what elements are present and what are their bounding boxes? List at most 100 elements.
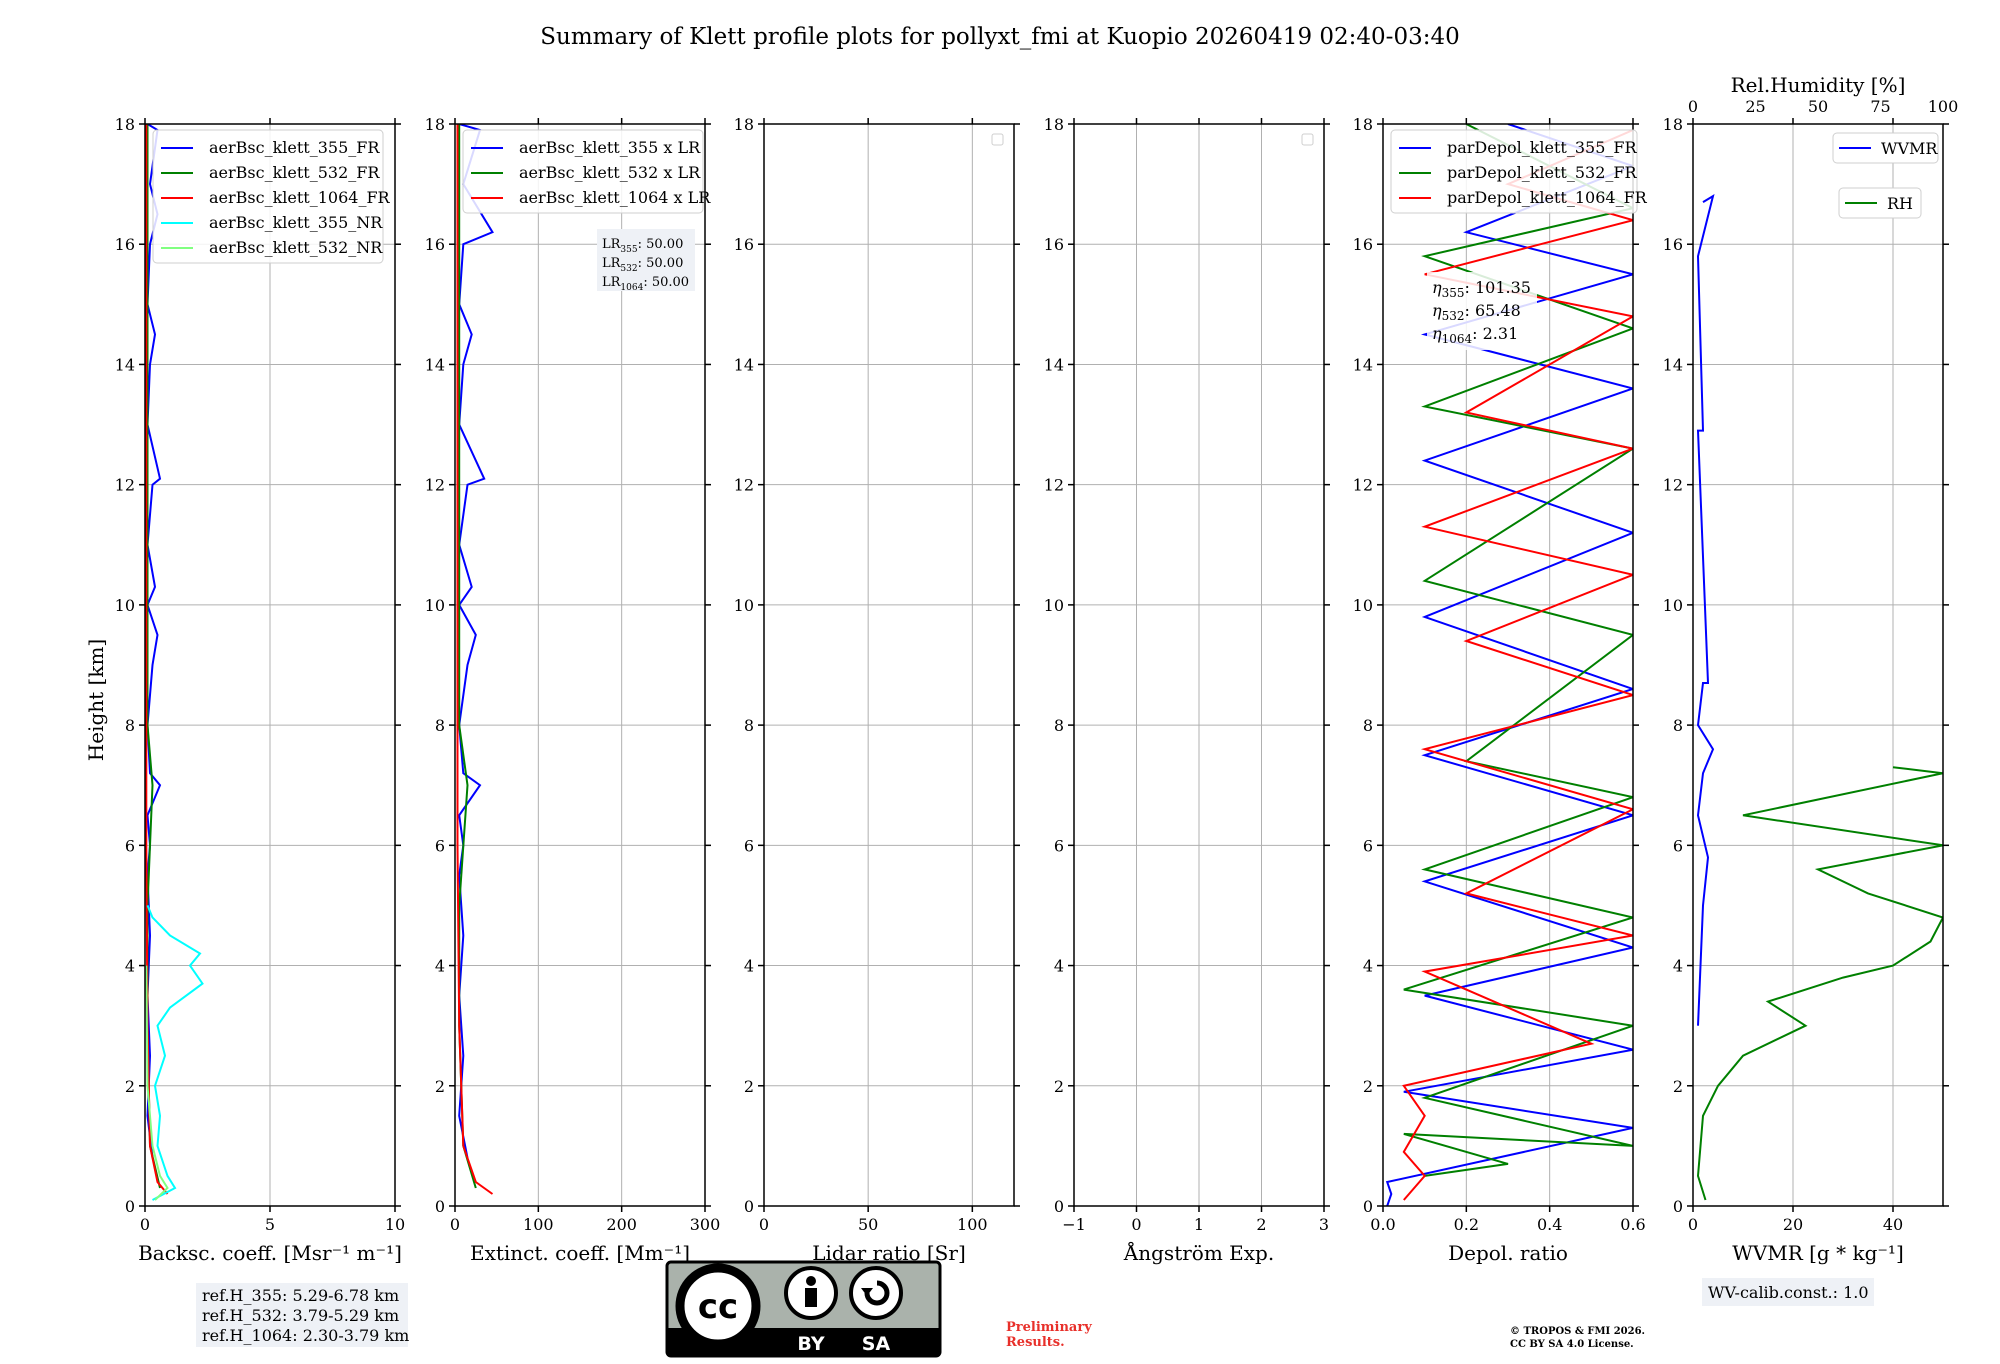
top-axis-tick-label: 75	[1870, 97, 1890, 116]
legend-label: aerBsc_klett_355 x LR	[519, 138, 701, 157]
series-line-aerBsc_klett_355_FR	[146, 124, 162, 1159]
y-axis-label: Height [km]	[84, 639, 108, 761]
empty-legend-box	[991, 133, 1004, 146]
lr-label: LR355: 50.00	[602, 237, 683, 255]
x-tick-label: 3	[1319, 1215, 1329, 1234]
y-tick-label: 8	[1363, 716, 1373, 735]
y-tick-label: 4	[1673, 957, 1683, 976]
cc-license-badge: cc BY SA	[665, 1260, 942, 1358]
x-tick-label: 50	[858, 1215, 878, 1234]
eta-label-prefix: η	[1432, 278, 1442, 297]
x-tick-label: 20	[1783, 1215, 1803, 1234]
lr-label-prefix: LR	[602, 275, 622, 290]
top-axis-tick-label: 100	[1928, 97, 1959, 116]
y-tick-label: 8	[1673, 716, 1683, 735]
eta-label-subscript: 532	[1442, 309, 1465, 323]
y-tick-label: 14	[1044, 355, 1064, 374]
series-line-WVMR	[1696, 194, 1715, 1026]
preliminary-line-1: Preliminary	[1006, 1320, 1092, 1335]
y-tick-label: 12	[115, 476, 135, 495]
y-tick-label: 0	[1054, 1197, 1064, 1216]
y-tick-label: 18	[425, 115, 445, 134]
y-tick-label: 8	[125, 716, 135, 735]
y-tick-label: 2	[1673, 1077, 1683, 1096]
y-tick-label: 2	[1363, 1077, 1373, 1096]
eta-box	[1427, 272, 1537, 350]
lr-label: LR1064: 50.00	[602, 275, 689, 293]
x-tick-label: 100	[523, 1215, 554, 1234]
wv-calib-note: WV-calib.const.: 1.0	[1702, 1278, 1874, 1306]
y-tick-label: 10	[1044, 596, 1064, 615]
legend-WVMR: WVMR	[1832, 132, 1939, 164]
x-axis-label: Backsc. coeff. [Msr⁻¹ m⁻¹]	[138, 1241, 402, 1265]
y-tick-label: 14	[1663, 355, 1683, 374]
x-tick-label: −1	[1062, 1215, 1086, 1234]
eta-label-value: : 2.31	[1472, 324, 1518, 343]
lr-label-value: : 50.00	[638, 237, 684, 252]
y-tick-label: 16	[1044, 235, 1064, 254]
top-axis-tick-label: 25	[1745, 97, 1765, 116]
series-group	[145, 124, 204, 1201]
legend-box	[1838, 187, 1922, 219]
y-tick-label: 12	[1663, 476, 1683, 495]
y-tick-label: 18	[1353, 115, 1373, 134]
sa-label: SA	[862, 1333, 891, 1355]
ref-height-1064: ref.H_1064: 2.30-3.79 km	[202, 1326, 409, 1345]
x-tick-label: 5	[265, 1215, 275, 1234]
y-tick-label: 2	[1054, 1077, 1064, 1096]
x-tick-label: 0.4	[1537, 1215, 1562, 1234]
series-group	[456, 124, 494, 1195]
y-tick-label: 4	[1363, 957, 1373, 976]
y-tick-label: 16	[425, 235, 445, 254]
lr-label-prefix: LR	[602, 256, 622, 271]
y-tick-label: 2	[435, 1077, 445, 1096]
legend-label: aerBsc_klett_1064_FR	[209, 188, 391, 207]
legend-box	[152, 129, 384, 264]
y-tick-label: 18	[1044, 115, 1064, 134]
y-tick-label: 14	[115, 355, 135, 374]
legend-box	[1390, 129, 1638, 214]
x-tick-label: 200	[606, 1215, 637, 1234]
legend-box	[1832, 132, 1939, 164]
panel-wvmr: 0 2 4 6 8 10 12 14 16 18 0 20 40 WVMR [g * kg⁻¹] 0 25 50…	[1663, 73, 1959, 1265]
legend-label: WVMR	[1881, 139, 1938, 158]
y-tick-label: 10	[1353, 596, 1373, 615]
y-tick-label: 10	[734, 596, 754, 615]
copyright-line-1: © TROPOS & FMI 2026.	[1510, 1326, 1645, 1337]
eta-label: η532: 65.48	[1432, 301, 1521, 323]
y-tick-label: 18	[734, 115, 754, 134]
series-line-aerBsc_klett_532_NR	[145, 965, 169, 1201]
axes-frame	[1382, 123, 1634, 1207]
x-tick-label: 2	[1256, 1215, 1266, 1234]
y-tick-label: 6	[125, 836, 135, 855]
lr-label-subscript: 355	[620, 245, 637, 255]
y-tick-label: 18	[115, 115, 135, 134]
x-tick-label: 1	[1194, 1215, 1204, 1234]
lr-label-subscript: 532	[620, 264, 637, 274]
legend-label: parDepol_klett_355_FR	[1447, 138, 1638, 157]
share-alike-icon	[849, 1266, 903, 1320]
eta-label: η1064: 2.31	[1432, 324, 1518, 346]
x-tick-label: 0.0	[1370, 1215, 1395, 1234]
eta-label-value: : 65.48	[1465, 301, 1521, 320]
legend-label: parDepol_klett_532_FR	[1447, 163, 1638, 182]
series-group	[1696, 194, 1943, 1201]
attribution-person-icon	[784, 1266, 838, 1320]
lr-label: LR532: 50.00	[602, 256, 683, 274]
y-tick-label: 12	[734, 476, 754, 495]
legend-label: aerBsc_klett_532_NR	[209, 238, 383, 257]
figure-title: Summary of Klett profile plots for polly…	[540, 24, 1459, 50]
ref-height-note: ref.H_355: 5.29-6.78 km ref.H_532: 3.79-…	[196, 1283, 409, 1347]
lr-label-value: : 50.00	[643, 275, 689, 290]
empty-legend-box	[1301, 133, 1314, 146]
lr-label-value: : 50.00	[638, 256, 684, 271]
x-tick-label: 0	[450, 1215, 460, 1234]
series-line-aerBsc_klett_355_NR	[146, 905, 204, 1201]
eta-label-subscript: 1064	[1442, 332, 1473, 346]
legend: aerBsc_klett_355 x LR aerBsc_klett_532 x …	[462, 129, 711, 214]
